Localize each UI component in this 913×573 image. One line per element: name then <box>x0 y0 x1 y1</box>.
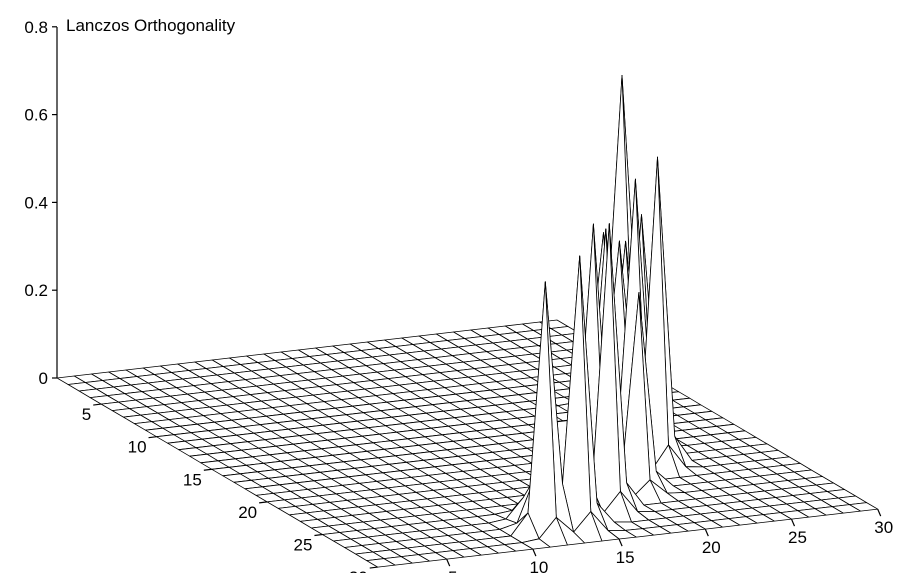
left-tick-mark <box>93 403 102 406</box>
left-tick-mark <box>148 436 157 439</box>
left-tick-mark <box>203 468 212 471</box>
right-tick-mark <box>877 508 882 517</box>
right-tick-mark <box>446 558 451 567</box>
right-tick-mark <box>618 538 623 547</box>
left-tick-mark <box>314 533 323 537</box>
z-tick-label: 0.6 <box>24 106 48 125</box>
z-tick-label: 0 <box>39 369 48 388</box>
right-tick-label: 5 <box>448 568 457 573</box>
left-tick-label: 30 <box>349 568 368 573</box>
left-tick-mark <box>259 501 268 504</box>
right-tick-mark <box>790 518 796 527</box>
right-axis-ticks: 5 10 15 20 25 30 <box>446 508 893 573</box>
z-tick-label: 0.4 <box>24 193 48 212</box>
right-tick-label: 30 <box>874 518 893 537</box>
left-tick-label: 10 <box>128 438 147 457</box>
left-tick-label: 20 <box>238 503 257 522</box>
z-tick-label: 0.8 <box>24 18 48 37</box>
right-tick-mark <box>704 528 709 537</box>
left-tick-mark <box>369 566 378 569</box>
z-axis-ticks: 0 0.2 0.4 0.6 0.8 <box>24 18 57 388</box>
right-tick-label: 20 <box>702 538 721 557</box>
right-tick-mark <box>532 548 537 557</box>
left-axis-ticks: 5 10 15 20 25 30 <box>82 403 378 573</box>
surface-cell <box>366 558 396 568</box>
surface-mesh <box>56 75 879 568</box>
right-tick-label: 25 <box>788 528 807 547</box>
right-tick-label: 15 <box>616 548 635 567</box>
chart-title: Lanczos Orthogonality <box>66 16 236 35</box>
z-tick-label: 0.2 <box>24 281 48 300</box>
right-tick-label: 10 <box>529 558 548 573</box>
left-tick-label: 15 <box>183 470 202 489</box>
left-tick-label: 5 <box>82 405 91 424</box>
left-tick-label: 25 <box>294 535 313 554</box>
